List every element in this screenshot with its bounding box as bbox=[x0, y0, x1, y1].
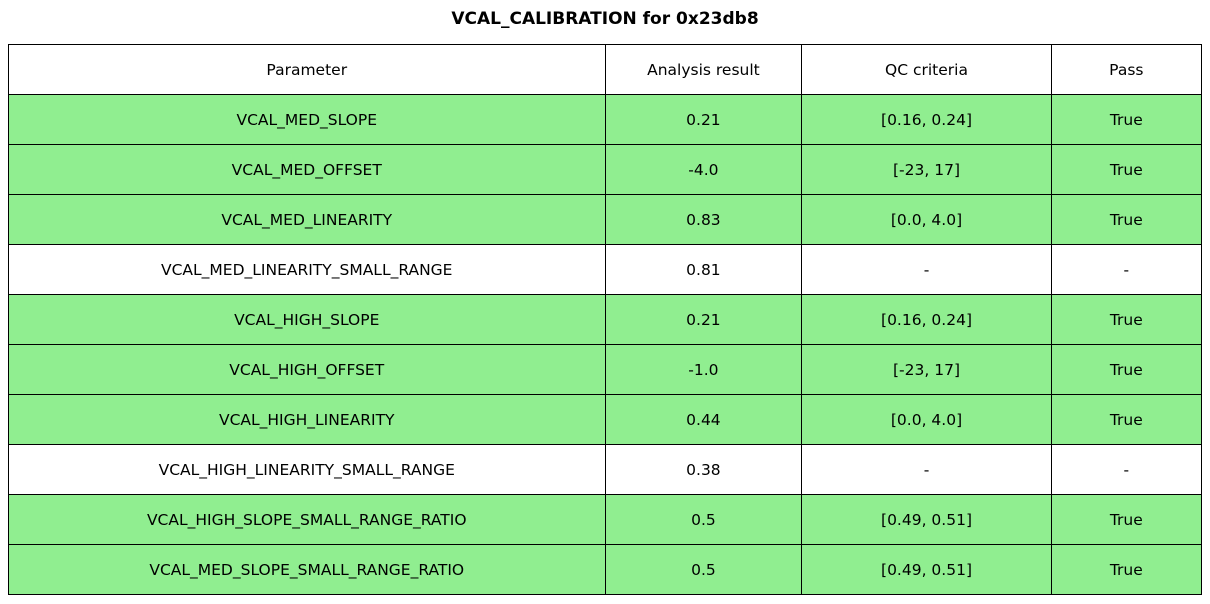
cell-qc-criteria: [0.16, 0.24] bbox=[801, 294, 1052, 345]
cell-qc-criteria: - bbox=[801, 444, 1052, 495]
table-row: VCAL_HIGH_OFFSET -1.0 [-23, 17] True bbox=[8, 344, 1203, 395]
cell-parameter: VCAL_MED_SLOPE bbox=[8, 94, 606, 145]
cell-analysis-result: 0.5 bbox=[604, 494, 803, 545]
cell-analysis-result: 0.21 bbox=[604, 294, 803, 345]
cell-analysis-result: 0.83 bbox=[604, 194, 803, 245]
cell-analysis-result: 0.38 bbox=[604, 444, 803, 495]
cell-pass: True bbox=[1050, 544, 1203, 595]
column-header-parameter: Parameter bbox=[8, 44, 606, 95]
column-header-analysis-result: Analysis result bbox=[604, 44, 803, 95]
cell-analysis-result: 0.44 bbox=[604, 394, 803, 445]
cell-pass: - bbox=[1050, 244, 1203, 295]
cell-parameter: VCAL_MED_SLOPE_SMALL_RANGE_RATIO bbox=[8, 544, 606, 595]
column-header-qc-criteria: QC criteria bbox=[801, 44, 1052, 95]
table-row: VCAL_HIGH_SLOPE 0.21 [0.16, 0.24] True bbox=[8, 294, 1203, 345]
column-header-pass: Pass bbox=[1050, 44, 1203, 95]
cell-parameter: VCAL_HIGH_SLOPE bbox=[8, 294, 606, 345]
cell-pass: True bbox=[1050, 344, 1203, 395]
table-header-row: Parameter Analysis result QC criteria Pa… bbox=[8, 44, 1203, 95]
cell-pass: - bbox=[1050, 444, 1203, 495]
cell-pass: True bbox=[1050, 394, 1203, 445]
table-row: VCAL_MED_OFFSET -4.0 [-23, 17] True bbox=[8, 144, 1203, 195]
cell-pass: True bbox=[1050, 94, 1203, 145]
cell-analysis-result: -1.0 bbox=[604, 344, 803, 395]
cell-pass: True bbox=[1050, 294, 1203, 345]
cell-parameter: VCAL_MED_OFFSET bbox=[8, 144, 606, 195]
table-row: VCAL_HIGH_LINEARITY 0.44 [0.0, 4.0] True bbox=[8, 394, 1203, 445]
cell-qc-criteria: [0.0, 4.0] bbox=[801, 194, 1052, 245]
cell-qc-criteria: [-23, 17] bbox=[801, 344, 1052, 395]
cell-qc-criteria: [-23, 17] bbox=[801, 144, 1052, 195]
cell-qc-criteria: [0.49, 0.51] bbox=[801, 494, 1052, 545]
cell-qc-criteria: [0.16, 0.24] bbox=[801, 94, 1052, 145]
cell-analysis-result: 0.81 bbox=[604, 244, 803, 295]
qc-results-table: Parameter Analysis result QC criteria Pa… bbox=[8, 44, 1203, 595]
cell-parameter: VCAL_HIGH_LINEARITY bbox=[8, 394, 606, 445]
cell-parameter: VCAL_HIGH_OFFSET bbox=[8, 344, 606, 395]
cell-pass: True bbox=[1050, 144, 1203, 195]
table-row: VCAL_MED_SLOPE_SMALL_RANGE_RATIO 0.5 [0.… bbox=[8, 544, 1203, 595]
table-row: VCAL_MED_LINEARITY_SMALL_RANGE 0.81 - - bbox=[8, 244, 1203, 295]
cell-qc-criteria: - bbox=[801, 244, 1052, 295]
cell-analysis-result: -4.0 bbox=[604, 144, 803, 195]
cell-pass: True bbox=[1050, 494, 1203, 545]
cell-analysis-result: 0.5 bbox=[604, 544, 803, 595]
cell-qc-criteria: [0.0, 4.0] bbox=[801, 394, 1052, 445]
cell-parameter: VCAL_HIGH_LINEARITY_SMALL_RANGE bbox=[8, 444, 606, 495]
page-title: VCAL_CALIBRATION for 0x23db8 bbox=[451, 9, 759, 29]
cell-parameter: VCAL_MED_LINEARITY_SMALL_RANGE bbox=[8, 244, 606, 295]
cell-qc-criteria: [0.49, 0.51] bbox=[801, 544, 1052, 595]
cell-analysis-result: 0.21 bbox=[604, 94, 803, 145]
table-row: VCAL_MED_SLOPE 0.21 [0.16, 0.24] True bbox=[8, 94, 1203, 145]
cell-parameter: VCAL_MED_LINEARITY bbox=[8, 194, 606, 245]
table-row: VCAL_MED_LINEARITY 0.83 [0.0, 4.0] True bbox=[8, 194, 1203, 245]
table-row: VCAL_HIGH_LINEARITY_SMALL_RANGE 0.38 - - bbox=[8, 444, 1203, 495]
cell-pass: True bbox=[1050, 194, 1203, 245]
table-row: VCAL_HIGH_SLOPE_SMALL_RANGE_RATIO 0.5 [0… bbox=[8, 494, 1203, 545]
cell-parameter: VCAL_HIGH_SLOPE_SMALL_RANGE_RATIO bbox=[8, 494, 606, 545]
